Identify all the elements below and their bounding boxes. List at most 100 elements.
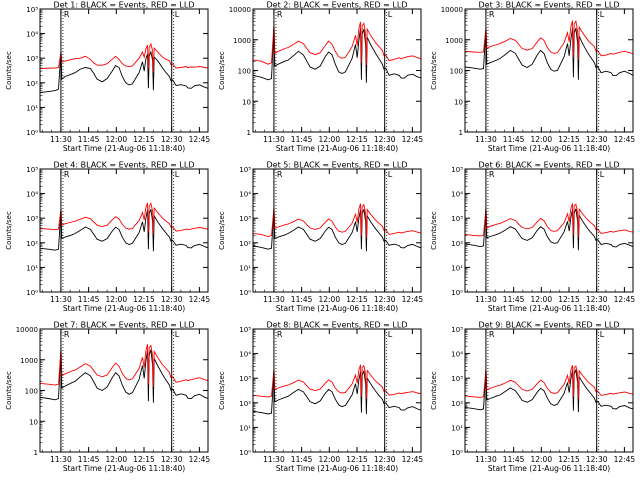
panel-title: Det 8: BLACK = Events, RED = LLD bbox=[267, 321, 408, 330]
x-axis-label: Start Time (21-Aug-06 11:18:40) bbox=[63, 304, 185, 313]
events-line bbox=[253, 369, 421, 415]
y-tick-label: 10³ bbox=[26, 55, 38, 63]
y-tick-label: 10² bbox=[239, 400, 251, 408]
x-tick-label: 12:30 bbox=[161, 455, 183, 464]
y-tick-label: 10⁵ bbox=[239, 166, 251, 174]
y-tick-label: 100 bbox=[450, 68, 463, 76]
x-tick-label: 11:45 bbox=[503, 135, 525, 144]
y-tick-label: 1000 bbox=[233, 37, 251, 45]
y-axis-label: Counts/sec bbox=[218, 371, 226, 410]
x-tick-label: 12:30 bbox=[586, 295, 608, 304]
panel-title: Det 5: BLACK = Events, RED = LLD bbox=[267, 161, 408, 170]
y-tick-label: 1 bbox=[247, 129, 251, 137]
panel-title: Det 6: BLACK = Events, RED = LLD bbox=[479, 161, 620, 170]
panel-title: Det 3: BLACK = Events, RED = LLD bbox=[479, 1, 620, 10]
x-axis-label: Start Time (21-Aug-06 11:18:40) bbox=[276, 144, 398, 153]
x-tick-label: 12:00 bbox=[105, 455, 127, 464]
x-tick-label: 12:30 bbox=[161, 295, 183, 304]
y-axis-label: Counts/sec bbox=[5, 371, 13, 410]
y-tick-label: 10² bbox=[26, 240, 38, 248]
y-tick-label: 10³ bbox=[239, 215, 251, 223]
x-tick-label: 11:30 bbox=[50, 135, 72, 144]
x-tick-label: 11:45 bbox=[291, 135, 313, 144]
x-tick-label: 12:45 bbox=[614, 455, 636, 464]
plot-frame bbox=[39, 168, 209, 293]
events-line bbox=[40, 50, 208, 94]
x-tick-label: 12:15 bbox=[558, 455, 580, 464]
marker-label: L bbox=[600, 10, 605, 19]
events-line bbox=[465, 368, 633, 413]
x-tick-label: 12:30 bbox=[586, 455, 608, 464]
y-tick-label: 10² bbox=[451, 400, 463, 408]
y-tick-label: 10³ bbox=[451, 375, 463, 383]
panel-title: Det 2: BLACK = Events, RED = LLD bbox=[267, 1, 408, 10]
y-tick-label: 10000 bbox=[16, 326, 38, 334]
x-tick-label: 12:15 bbox=[346, 135, 368, 144]
y-tick-label: 10¹ bbox=[26, 104, 38, 112]
x-tick-label: 12:45 bbox=[189, 455, 211, 464]
events-line bbox=[40, 348, 208, 403]
lld-line bbox=[253, 364, 421, 399]
x-axis-label: Start Time (21-Aug-06 11:18:40) bbox=[488, 304, 610, 313]
x-tick-label: 12:15 bbox=[558, 135, 580, 144]
x-tick-label: 12:45 bbox=[189, 295, 211, 304]
panel-title: Det 4: BLACK = Events, RED = LLD bbox=[54, 161, 195, 170]
y-tick-label: 10⁴ bbox=[451, 191, 463, 199]
y-tick-label: 1000 bbox=[20, 357, 38, 365]
y-tick-label: 10⁴ bbox=[26, 191, 38, 199]
y-tick-label: 10² bbox=[239, 240, 251, 248]
events-line bbox=[465, 27, 633, 80]
marker-label: R bbox=[277, 170, 283, 179]
lld-line bbox=[465, 203, 633, 238]
marker-label: R bbox=[489, 330, 495, 339]
x-tick-label: 12:30 bbox=[374, 455, 396, 464]
events-line bbox=[253, 25, 421, 83]
x-tick-label: 11:30 bbox=[263, 135, 285, 144]
lld-line bbox=[465, 364, 633, 400]
y-tick-label: 10⁴ bbox=[26, 31, 38, 39]
x-tick-label: 12:30 bbox=[586, 135, 608, 144]
y-tick-label: 10¹ bbox=[239, 264, 251, 272]
plot-frame bbox=[252, 168, 422, 293]
y-tick-label: 10⁵ bbox=[451, 166, 463, 174]
plot-frame bbox=[39, 8, 209, 133]
x-axis-label: Start Time (21-Aug-06 11:18:40) bbox=[488, 144, 610, 153]
x-tick-label: 11:30 bbox=[50, 455, 72, 464]
x-tick-label: 12:00 bbox=[318, 455, 340, 464]
y-axis-label: Counts/sec bbox=[5, 211, 13, 250]
x-tick-label: 11:45 bbox=[503, 295, 525, 304]
x-tick-label: 12:15 bbox=[346, 295, 368, 304]
marker-label: R bbox=[489, 170, 495, 179]
x-axis-label: Start Time (21-Aug-06 11:18:40) bbox=[63, 144, 185, 153]
y-tick-label: 10⁴ bbox=[451, 351, 463, 359]
x-axis-label: Start Time (21-Aug-06 11:18:40) bbox=[488, 464, 610, 473]
marker-label: L bbox=[388, 170, 393, 179]
x-tick-label: 11:45 bbox=[291, 295, 313, 304]
plot-frame bbox=[464, 168, 634, 293]
x-tick-label: 12:15 bbox=[558, 295, 580, 304]
x-tick-label: 12:45 bbox=[189, 135, 211, 144]
y-tick-label: 10⁵ bbox=[26, 6, 38, 14]
y-tick-label: 10⁰ bbox=[451, 449, 463, 457]
x-tick-label: 11:30 bbox=[475, 135, 497, 144]
marker-label: L bbox=[388, 330, 393, 339]
y-axis-label: Counts/sec bbox=[430, 371, 438, 410]
y-tick-label: 1 bbox=[459, 129, 463, 137]
y-tick-label: 10000 bbox=[229, 6, 251, 14]
x-tick-label: 12:00 bbox=[318, 295, 340, 304]
x-tick-label: 12:15 bbox=[346, 455, 368, 464]
plot-frame bbox=[39, 328, 209, 453]
y-tick-label: 10² bbox=[26, 80, 38, 88]
y-axis-label: Counts/sec bbox=[430, 51, 438, 90]
marker-label: L bbox=[175, 330, 180, 339]
y-tick-label: 10⁰ bbox=[451, 289, 463, 297]
panel-title: Det 7: BLACK = Events, RED = LLD bbox=[54, 321, 195, 330]
